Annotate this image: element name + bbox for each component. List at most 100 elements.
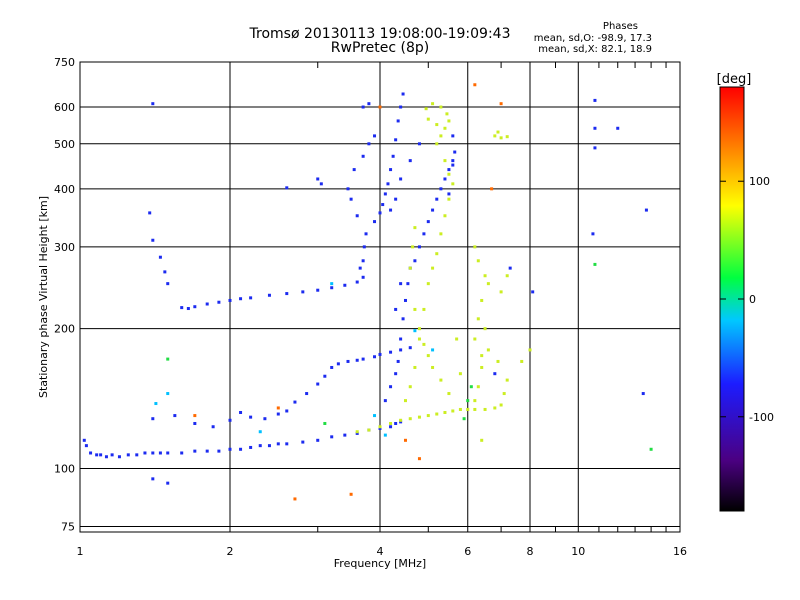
- data-point: [355, 358, 359, 362]
- data-point: [154, 402, 158, 406]
- data-point: [361, 275, 365, 279]
- data-point: [476, 385, 480, 389]
- data-point: [358, 266, 362, 270]
- colorbar-tick-label: -100: [749, 411, 774, 424]
- y-tick-label: 400: [54, 183, 75, 196]
- x-tick-label: 4: [377, 545, 384, 558]
- data-point: [349, 197, 353, 201]
- data-point: [378, 426, 382, 430]
- data-point: [330, 282, 334, 286]
- data-point: [490, 187, 494, 191]
- data-point: [476, 259, 480, 263]
- x-tick-label: 6: [464, 545, 471, 558]
- data-point: [126, 453, 130, 457]
- data-point: [422, 342, 426, 346]
- data-point: [439, 134, 443, 138]
- data-point: [411, 245, 415, 249]
- data-point: [117, 455, 121, 459]
- data-point: [389, 425, 393, 429]
- x-tick-label: 2: [227, 545, 234, 558]
- data-point: [473, 83, 477, 87]
- data-point: [396, 119, 400, 123]
- data-point: [99, 453, 103, 457]
- data-point: [644, 208, 648, 212]
- data-point: [84, 444, 88, 448]
- colorbar-ticks: 100 0 -100: [720, 175, 774, 424]
- data-point: [591, 232, 595, 236]
- data-point: [473, 337, 477, 341]
- y-tick-label: 600: [54, 101, 75, 114]
- data-point: [469, 385, 473, 389]
- data-point: [193, 421, 197, 425]
- data-point: [151, 238, 155, 242]
- data-point: [346, 359, 350, 363]
- data-point: [316, 177, 320, 181]
- data-point: [455, 337, 459, 341]
- data-point: [593, 146, 597, 150]
- data-point: [476, 317, 480, 321]
- data-point: [483, 407, 487, 411]
- data-point: [451, 182, 455, 186]
- data-point: [399, 348, 403, 352]
- data-point: [451, 134, 455, 138]
- data-point: [403, 298, 407, 302]
- data-point: [593, 98, 597, 102]
- colorbar-tick-label: 0: [749, 293, 756, 306]
- data-point: [330, 286, 334, 290]
- data-point: [399, 337, 403, 341]
- x-axis-label: Frequency [MHz]: [334, 557, 426, 570]
- x-tick-label: 10: [571, 545, 585, 558]
- data-point: [193, 414, 197, 418]
- phase-summary-heading: Phases: [602, 21, 638, 32]
- data-point: [276, 412, 280, 416]
- data-point: [399, 418, 403, 422]
- data-point: [403, 399, 407, 403]
- data-point: [401, 92, 405, 96]
- data-point: [508, 266, 512, 270]
- data-point: [143, 451, 147, 455]
- data-point: [330, 435, 334, 439]
- data-point: [361, 105, 365, 109]
- data-point: [352, 168, 356, 172]
- data-point: [316, 382, 320, 386]
- data-points: [82, 83, 653, 501]
- data-point: [361, 154, 365, 158]
- data-point: [355, 280, 359, 284]
- data-point: [217, 449, 221, 453]
- data-point: [451, 409, 455, 413]
- data-point: [258, 444, 262, 448]
- data-point: [531, 290, 535, 294]
- data-point: [447, 192, 451, 196]
- data-point: [330, 365, 334, 369]
- data-point: [443, 214, 447, 218]
- data-point: [166, 282, 170, 286]
- data-point: [403, 438, 407, 442]
- data-point: [394, 372, 398, 376]
- data-point: [301, 290, 305, 294]
- data-point: [486, 348, 490, 352]
- colorbar-tick-label: 100: [749, 175, 770, 188]
- data-point: [293, 400, 297, 404]
- data-point: [151, 102, 155, 106]
- data-point: [193, 305, 197, 309]
- data-point: [158, 451, 162, 455]
- data-point: [362, 245, 366, 249]
- data-point: [447, 197, 451, 201]
- data-point: [439, 232, 443, 236]
- data-point: [293, 497, 297, 501]
- data-point: [343, 433, 347, 437]
- data-point: [166, 392, 170, 396]
- data-point: [431, 102, 435, 106]
- data-point: [431, 365, 435, 369]
- data-point: [480, 354, 484, 358]
- plot-frame: [79, 61, 681, 533]
- data-point: [406, 282, 410, 286]
- data-point: [528, 348, 532, 352]
- data-point: [228, 298, 232, 302]
- data-point: [319, 182, 323, 186]
- data-point: [426, 220, 430, 224]
- y-tick-label: 500: [54, 138, 75, 151]
- data-point: [391, 154, 395, 158]
- data-point: [217, 300, 221, 304]
